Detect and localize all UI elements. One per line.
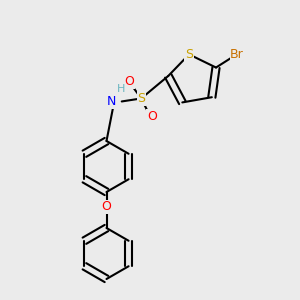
Text: Br: Br: [230, 47, 244, 61]
Text: S: S: [137, 92, 145, 105]
Text: N: N: [106, 95, 116, 108]
Text: H: H: [117, 84, 126, 94]
Text: S: S: [185, 48, 193, 61]
Text: O: O: [124, 76, 134, 88]
Text: O: O: [102, 200, 111, 214]
Text: O: O: [147, 110, 157, 123]
